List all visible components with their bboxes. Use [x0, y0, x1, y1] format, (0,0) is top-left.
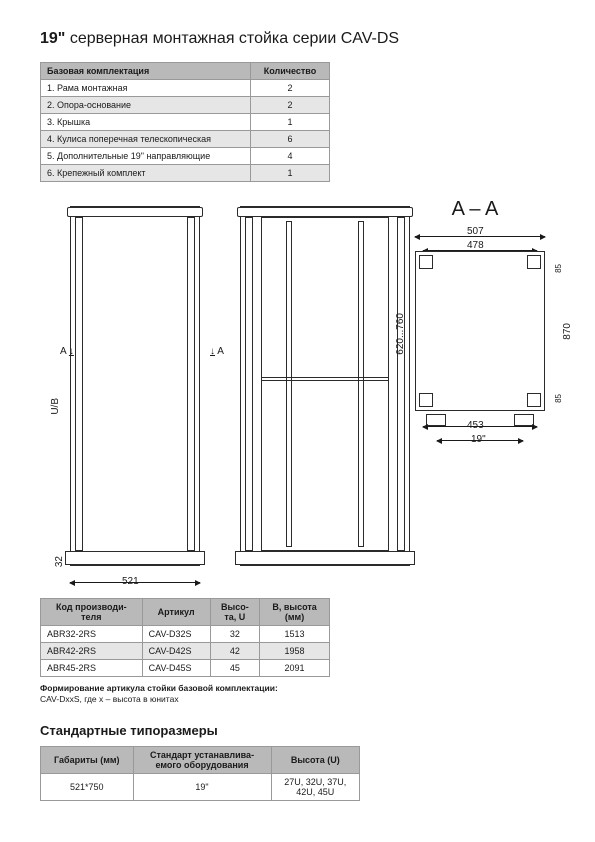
table-row: 3. Крышка1	[41, 114, 330, 131]
sizes-cell-dims: 521*750	[41, 774, 134, 801]
note-bold: Формирование артикула стойки базовой ком…	[40, 683, 278, 693]
models-cell-art: CAV-D32S	[142, 626, 210, 643]
config-cell-name: 1. Рама монтажная	[41, 80, 251, 97]
config-cell-qty: 1	[251, 114, 330, 131]
inner-post	[358, 221, 364, 547]
page-title: 19" серверная монтажная стойка серии CAV…	[40, 30, 555, 48]
rack-top	[237, 207, 413, 217]
models-cell-u: 32	[210, 626, 260, 643]
table-row: 6. Крепежный комплект1	[41, 165, 330, 182]
rack-post	[245, 217, 253, 551]
dim-620-760: 620...760	[395, 313, 406, 355]
rack-post	[75, 217, 83, 551]
models-cell-h: 1513	[260, 626, 330, 643]
sizes-cell-std: 19"	[133, 774, 271, 801]
table-row: 5. Дополнительные 19" направляющие4	[41, 148, 330, 165]
models-cell-art: CAV-D42S	[142, 643, 210, 660]
dim-85-top: 85	[554, 264, 563, 273]
dim-line	[423, 426, 537, 427]
config-header-qty: Количество	[251, 63, 330, 80]
inner-frame	[261, 217, 389, 551]
title-prefix: 19"	[40, 30, 65, 47]
models-cell-code: ABR45-2RS	[41, 660, 143, 677]
rack-post	[187, 217, 195, 551]
sizes-heading: Стандартные типоразмеры	[40, 723, 555, 738]
rack-top	[67, 207, 203, 217]
note-text: CAV-DxxS, где x – высота в юнитах	[40, 694, 179, 704]
models-header-code: Код производи- теля	[41, 599, 143, 626]
title-rest: серверная монтажная стойка серии CAV-DS	[65, 30, 399, 47]
config-cell-qty: 6	[251, 131, 330, 148]
models-cell-u: 42	[210, 643, 260, 660]
technical-diagram: A ↓ ↓ A U/B 521 32 A – A 507 478 870 620…	[40, 198, 555, 588]
config-cell-qty: 1	[251, 165, 330, 182]
section-a-view: A – A 507 478 870 620...760 85 85 453 19…	[395, 198, 555, 411]
corner-icon	[419, 393, 433, 407]
corner-icon	[527, 393, 541, 407]
section-rect	[415, 251, 545, 411]
table-row: ABR42-2RSCAV-D42S421958	[41, 643, 330, 660]
models-cell-h: 2091	[260, 660, 330, 677]
config-cell-name: 6. Крепежный комплект	[41, 165, 251, 182]
article-note: Формирование артикула стойки базовой ком…	[40, 683, 555, 705]
corner-icon	[419, 255, 433, 269]
models-cell-code: ABR32-2RS	[41, 626, 143, 643]
models-header-art: Артикул	[142, 599, 210, 626]
base-pad	[426, 414, 446, 426]
dim-32: 32	[54, 556, 65, 567]
models-cell-art: CAV-D45S	[142, 660, 210, 677]
config-cell-name: 5. Дополнительные 19" направляющие	[41, 148, 251, 165]
config-table: Базовая комплектация Количество 1. Рама …	[40, 62, 330, 182]
models-header-u: Высо- та, U	[210, 599, 260, 626]
table-row: ABR45-2RSCAV-D45S452091	[41, 660, 330, 677]
crossbar	[261, 377, 389, 381]
config-cell-name: 3. Крышка	[41, 114, 251, 131]
dim-870: 870	[562, 323, 573, 340]
sizes-cell-heights: 27U, 32U, 37U, 42U, 45U	[271, 774, 359, 801]
rack-side-view	[240, 206, 410, 566]
models-cell-code: ABR42-2RS	[41, 643, 143, 660]
table-row: 2. Опора-основание2	[41, 97, 330, 114]
models-header-h: B, высота (мм)	[260, 599, 330, 626]
dim-ub: U/B	[50, 398, 61, 415]
dim-line	[437, 440, 523, 441]
config-cell-qty: 2	[251, 97, 330, 114]
models-cell-h: 1958	[260, 643, 330, 660]
sizes-table: Габариты (мм) Стандарт устанавлива- емог…	[40, 746, 360, 801]
corner-icon	[527, 255, 541, 269]
models-cell-u: 45	[210, 660, 260, 677]
dim-85-bot: 85	[554, 394, 563, 403]
base-pad	[514, 414, 534, 426]
section-marker-a-right: ↓ A	[210, 346, 224, 357]
sizes-header-dims: Габариты (мм)	[41, 747, 134, 774]
inner-post	[286, 221, 292, 547]
rack-front-view	[70, 206, 200, 566]
models-table: Код производи- теля Артикул Высо- та, U …	[40, 598, 330, 677]
section-a-title: A – A	[395, 198, 555, 221]
config-header-name: Базовая комплектация	[41, 63, 251, 80]
rack-base	[235, 551, 415, 565]
dim-line	[70, 582, 200, 583]
table-row: 4. Кулиса поперечная телескопическая6	[41, 131, 330, 148]
table-row: 1. Рама монтажная2	[41, 80, 330, 97]
config-cell-qty: 2	[251, 80, 330, 97]
dim-line	[415, 236, 545, 237]
config-cell-name: 4. Кулиса поперечная телескопическая	[41, 131, 251, 148]
sizes-header-heights: Высота (U)	[271, 747, 359, 774]
section-marker-a-left: A ↓	[60, 346, 74, 357]
table-row: ABR32-2RSCAV-D32S321513	[41, 626, 330, 643]
config-cell-qty: 4	[251, 148, 330, 165]
config-cell-name: 2. Опора-основание	[41, 97, 251, 114]
rack-base	[65, 551, 205, 565]
sizes-header-std: Стандарт устанавлива- емого оборудования	[133, 747, 271, 774]
